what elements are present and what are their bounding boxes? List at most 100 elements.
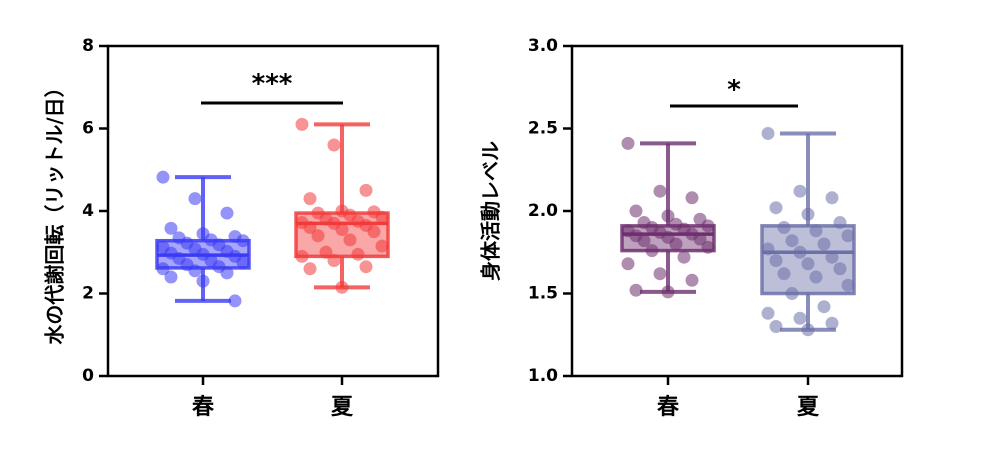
data-point: [653, 184, 667, 198]
data-point: [351, 247, 365, 261]
y-tick-label: 1.0: [528, 366, 558, 386]
data-point: [661, 285, 675, 299]
x-category-label: 春: [657, 395, 679, 420]
data-point: [236, 234, 250, 248]
data-point: [188, 264, 202, 278]
x-categories: 春夏: [657, 376, 820, 420]
data-point: [228, 294, 242, 308]
data-point: [220, 266, 234, 280]
x-category-label: 春: [192, 395, 214, 420]
data-point: [793, 311, 807, 325]
y-axis-label: 水の代謝回転（リットル/日）: [43, 77, 67, 344]
y-tick-label: 6: [82, 119, 94, 139]
data-point: [833, 262, 847, 276]
data-point: [769, 254, 783, 267]
data-point: [295, 249, 309, 263]
data-point: [164, 270, 178, 284]
data-point: [777, 267, 791, 281]
data-point: [236, 256, 250, 270]
y-tick-label: 2.5: [528, 119, 558, 139]
data-point: [825, 250, 839, 264]
y-tick-label: 8: [82, 36, 94, 56]
data-point: [653, 267, 667, 281]
data-point: [375, 239, 389, 253]
data-point: [335, 280, 349, 294]
data-point: [693, 232, 707, 246]
panel-physical-activity: 身体活動レベル 1.01.52.02.53.0 春夏 *: [479, 36, 904, 420]
y-ticks: 0 2 4 6 8: [82, 36, 108, 386]
significance-label: ***: [252, 69, 293, 99]
data-point: [801, 323, 815, 337]
y-tick-label: 2.0: [528, 201, 558, 221]
data-point: [327, 138, 341, 152]
data-point: [311, 229, 325, 243]
y-tick-label: 2: [82, 284, 94, 304]
data-point: [295, 117, 309, 131]
data-point: [761, 306, 775, 320]
data-point: [801, 207, 815, 221]
data-point: [188, 192, 202, 206]
data-point: [359, 260, 373, 274]
data-point: [669, 237, 683, 251]
box-spring: [155, 170, 251, 308]
data-point: [817, 237, 831, 251]
data-point: [327, 254, 341, 267]
data-point: [645, 244, 659, 258]
data-point: [793, 245, 807, 259]
data-point: [825, 316, 839, 330]
box-spring: [620, 136, 716, 299]
data-point: [156, 262, 170, 276]
data-point: [343, 233, 357, 247]
data-point: [621, 136, 635, 150]
data-point: [809, 224, 823, 238]
data-point: [701, 240, 715, 254]
y-tick-label: 3.0: [528, 36, 558, 56]
data-point: [359, 183, 373, 197]
data-point: [677, 250, 691, 264]
data-point: [685, 273, 699, 287]
data-point: [685, 191, 699, 205]
data-point: [785, 234, 799, 248]
box-summer: [760, 126, 856, 337]
significance-group: *: [670, 75, 798, 108]
y-tick-label: 4: [82, 201, 94, 221]
significance-group: ***: [201, 69, 343, 105]
data-point: [375, 210, 389, 224]
box-summer: [294, 117, 390, 294]
data-point: [164, 221, 178, 235]
data-point: [761, 242, 775, 256]
data-point: [156, 170, 170, 184]
y-ticks: 1.0 1.5 2.0 2.5 3.0: [528, 36, 572, 386]
x-category-label: 夏: [331, 395, 354, 420]
data-point: [303, 221, 317, 234]
data-point: [629, 283, 643, 297]
data-point: [196, 274, 210, 288]
data-point: [629, 204, 643, 218]
data-point: [769, 320, 783, 333]
data-point: [761, 126, 775, 140]
significance-label: *: [727, 75, 741, 105]
data-point: [319, 245, 333, 259]
data-point: [777, 221, 791, 234]
data-point: [335, 223, 349, 237]
data-point: [661, 209, 675, 223]
y-axis-label: 身体活動レベル: [479, 141, 503, 281]
data-point: [833, 216, 847, 230]
data-point: [785, 287, 799, 300]
data-point: [367, 225, 381, 239]
data-point: [841, 278, 855, 292]
data-point: [793, 184, 807, 198]
boxes: [155, 117, 390, 308]
y-tick-label: 1.5: [528, 284, 558, 304]
data-point: [769, 201, 783, 215]
data-point: [220, 206, 234, 220]
data-point: [621, 257, 635, 271]
x-categories: 春夏: [192, 376, 354, 420]
data-point: [801, 257, 815, 271]
data-point: [841, 229, 855, 243]
data-point: [637, 234, 651, 248]
data-point: [825, 191, 839, 205]
x-category-label: 夏: [797, 395, 820, 420]
panel-water-turnover: 水の代謝回転（リットル/日） 02468 春夏 ***: [43, 36, 440, 420]
